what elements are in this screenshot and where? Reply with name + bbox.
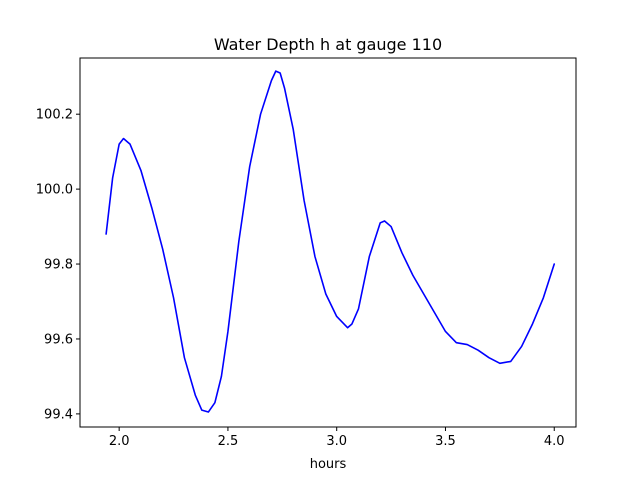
x-tick-label: 4.0 bbox=[544, 434, 565, 449]
x-axis-label: hours bbox=[310, 457, 347, 472]
y-axis-ticks: 99.4 99.6 99.8 100.0 100.2 bbox=[36, 108, 80, 422]
x-tick-label: 3.0 bbox=[326, 434, 347, 449]
x-tick-label: 2.0 bbox=[109, 434, 130, 449]
y-tick-label: 99.6 bbox=[44, 332, 73, 347]
x-tick-label: 2.5 bbox=[218, 434, 239, 449]
series-line-0 bbox=[105, 70, 556, 413]
plot-area bbox=[79, 57, 577, 428]
y-tick-label: 100.2 bbox=[36, 108, 73, 123]
x-axis-ticks: 2.0 2.5 3.0 3.5 4.0 bbox=[109, 427, 565, 449]
y-tick-label: 100.0 bbox=[36, 183, 73, 198]
chart-title: Water Depth h at gauge 110 bbox=[214, 35, 442, 54]
y-tick-label: 99.4 bbox=[44, 407, 73, 422]
y-tick-label: 99.8 bbox=[44, 258, 73, 273]
x-tick-label: 3.5 bbox=[435, 434, 456, 449]
axes-frame bbox=[79, 57, 577, 428]
